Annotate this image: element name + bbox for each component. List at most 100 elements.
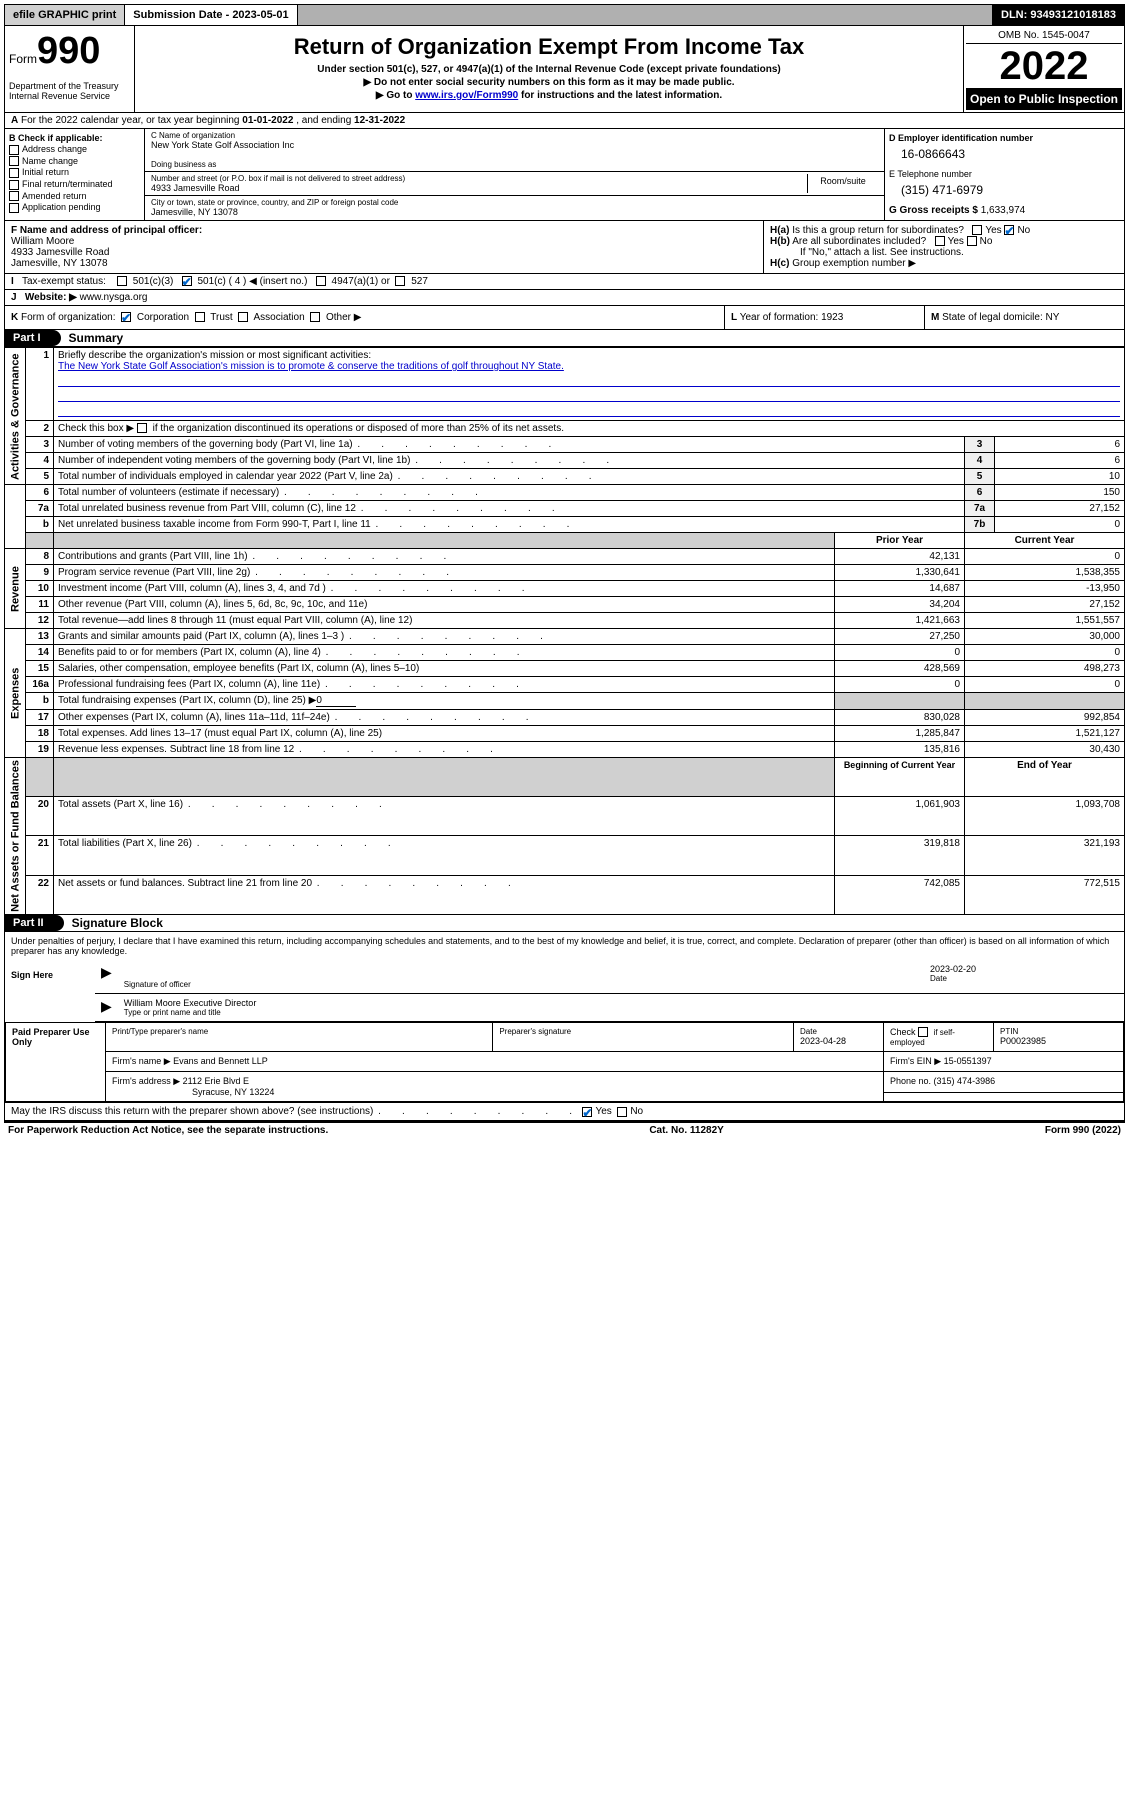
section-net-assets: Net Assets or Fund Balances: [5, 758, 26, 915]
opt-527: 527: [411, 276, 428, 287]
row-label: Salaries, other compensation, employee b…: [58, 663, 419, 674]
part-2-header: Part II Signature Block: [4, 915, 1125, 932]
hb-text: Are all subordinates included?: [792, 236, 926, 247]
chk-501c3[interactable]: [117, 276, 127, 286]
opt-corporation: Corporation: [137, 312, 189, 323]
table-row: 11 Other revenue (Part VIII, column (A),…: [5, 597, 1125, 613]
chk-final-return[interactable]: [9, 180, 19, 190]
line-1-num: 1: [26, 348, 54, 421]
ein-value: 16-0866643: [889, 143, 1120, 169]
row-box: 6: [965, 485, 995, 501]
row-num: 11: [26, 597, 54, 613]
table-row: 10 Investment income (Part VIII, column …: [5, 581, 1125, 597]
part-1-header: Part I Summary: [4, 330, 1125, 347]
room-suite-label: Room/suite: [808, 174, 878, 193]
cur-val: 1,093,708: [965, 797, 1125, 836]
cur-val: 1,538,355: [965, 565, 1125, 581]
row-num: 10: [26, 581, 54, 597]
row-num: b: [26, 693, 54, 710]
omb-number: OMB No. 1545-0047: [966, 28, 1122, 44]
toolbar-spacer: [298, 5, 993, 25]
l-text: Year of formation:: [740, 312, 821, 323]
part-1-label: Part I: [5, 330, 61, 346]
form-number-cell: Form990 Department of the Treasury Inter…: [5, 26, 135, 112]
table-row: 20 Total assets (Part X, line 16) 1,061,…: [5, 797, 1125, 836]
hc-text: Group exemption number ▶: [792, 258, 916, 269]
chk-discuss-yes[interactable]: [582, 1107, 592, 1117]
chk-hb-yes[interactable]: [935, 236, 945, 246]
table-row: 7a Total unrelated business revenue from…: [5, 501, 1125, 517]
table-row: 19 Revenue less expenses. Subtract line …: [5, 742, 1125, 758]
ptin-value: P00023985: [1000, 1036, 1117, 1046]
row-label: Total assets (Part X, line 16): [58, 799, 384, 810]
chk-line-2[interactable]: [137, 423, 147, 433]
chk-527[interactable]: [395, 276, 405, 286]
chk-self-employed[interactable]: [918, 1027, 928, 1037]
chk-discuss-no[interactable]: [617, 1107, 627, 1117]
subtitle-3: ▶ Go to www.irs.gov/Form990 for instruct…: [139, 90, 959, 101]
prior-val: 27,250: [835, 629, 965, 645]
row-num: 5: [26, 469, 54, 485]
row-val: 0: [995, 517, 1125, 533]
tax-year-end: 12-31-2022: [354, 115, 405, 126]
hb-note: If "No," attach a list. See instructions…: [770, 247, 1118, 258]
col-b-checkboxes: B Check if applicable: Address change Na…: [5, 129, 145, 220]
chk-association[interactable]: [238, 312, 248, 322]
row-num: 12: [26, 613, 54, 629]
efile-label: efile GRAPHIC print: [5, 5, 125, 25]
subtitle-2: ▶ Do not enter social security numbers o…: [139, 77, 959, 88]
table-row: 16a Professional fundraising fees (Part …: [5, 677, 1125, 693]
chk-address-change[interactable]: [9, 145, 19, 155]
section-b-g: B Check if applicable: Address change Na…: [4, 129, 1125, 221]
l-label: L: [731, 312, 737, 323]
name-title-label: Type or print name and title: [124, 1008, 1118, 1017]
chk-4947[interactable]: [316, 276, 326, 286]
row-label: Total expenses. Add lines 13–17 (must eq…: [58, 728, 382, 739]
row-label: Net unrelated business taxable income fr…: [58, 519, 571, 530]
table-row: Revenue 8 Contributions and grants (Part…: [5, 549, 1125, 565]
firm-name-label: Firm's name ▶: [112, 1056, 173, 1066]
ha-no: No: [1017, 225, 1030, 236]
gross-receipts-label: G Gross receipts $: [889, 205, 981, 216]
print-name-label: Print/Type preparer's name: [112, 1027, 486, 1036]
chk-501c[interactable]: [182, 276, 192, 286]
chk-hb-no[interactable]: [967, 236, 977, 246]
row-val: 10: [995, 469, 1125, 485]
sig-officer-label: Signature of officer: [124, 980, 918, 989]
lbl-app-pending: Application pending: [22, 202, 101, 212]
irs-link[interactable]: www.irs.gov/Form990: [415, 90, 518, 101]
row-label: Total revenue—add lines 8 through 11 (mu…: [58, 615, 412, 626]
chk-app-pending[interactable]: [9, 203, 19, 213]
phone-label: E Telephone number: [889, 169, 1120, 179]
chk-ha-yes[interactable]: [972, 225, 982, 235]
row-box: 4: [965, 453, 995, 469]
row-num: b: [26, 517, 54, 533]
chk-initial-return[interactable]: [9, 168, 19, 178]
table-row: 18 Total expenses. Add lines 13–17 (must…: [5, 726, 1125, 742]
row-num: 19: [26, 742, 54, 758]
chk-corporation[interactable]: [121, 312, 131, 322]
row-k-l-m: K Form of organization: Corporation Trus…: [4, 306, 1125, 330]
chk-trust[interactable]: [195, 312, 205, 322]
firm-ein-label: Firm's EIN ▶: [890, 1056, 944, 1066]
ptin-label: PTIN: [1000, 1027, 1117, 1036]
sign-here-table: Sign Here ▶ Signature of officer 2023-02…: [5, 960, 1124, 1022]
row-label: Program service revenue (Part VIII, line…: [58, 567, 451, 578]
row-num: 7a: [26, 501, 54, 517]
row-label: Other expenses (Part IX, column (A), lin…: [58, 712, 531, 723]
firm-ein: 15-0551397: [944, 1056, 992, 1066]
chk-other[interactable]: [310, 312, 320, 322]
opt-4947: 4947(a)(1) or: [332, 276, 390, 287]
end-year-header: End of Year: [965, 758, 1125, 797]
chk-name-change[interactable]: [9, 156, 19, 166]
sub3-post: for instructions and the latest informat…: [518, 90, 722, 101]
chk-amended[interactable]: [9, 191, 19, 201]
part-2-label: Part II: [5, 915, 64, 931]
tax-year: 2022: [966, 44, 1122, 88]
section-governance-cont: [5, 485, 26, 549]
chk-ha-no[interactable]: [1004, 225, 1014, 235]
row-num: 15: [26, 661, 54, 677]
prior-val: 42,131: [835, 549, 965, 565]
line-2-text: if the organization discontinued its ope…: [153, 423, 564, 434]
part-1-title: Summary: [61, 331, 124, 345]
